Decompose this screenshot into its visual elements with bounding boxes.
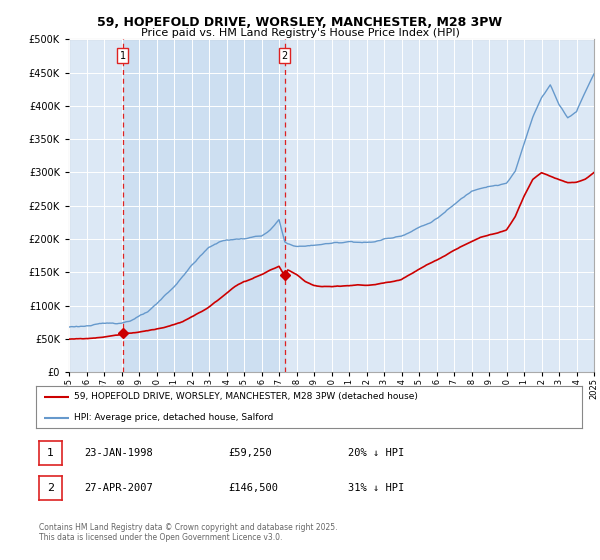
Text: 27-APR-2007: 27-APR-2007 (84, 483, 153, 493)
Text: 1: 1 (119, 51, 126, 61)
Text: Price paid vs. HM Land Registry's House Price Index (HPI): Price paid vs. HM Land Registry's House … (140, 28, 460, 38)
Text: Contains HM Land Registry data © Crown copyright and database right 2025.
This d: Contains HM Land Registry data © Crown c… (39, 523, 337, 543)
Text: HPI: Average price, detached house, Salford: HPI: Average price, detached house, Salf… (74, 413, 274, 422)
Text: 23-JAN-1998: 23-JAN-1998 (84, 448, 153, 458)
Text: £59,250: £59,250 (228, 448, 272, 458)
Text: £146,500: £146,500 (228, 483, 278, 493)
Bar (123, 39, 284, 372)
Text: 20% ↓ HPI: 20% ↓ HPI (348, 448, 404, 458)
Text: 2: 2 (281, 51, 288, 61)
Text: 2: 2 (47, 483, 54, 493)
Text: 31% ↓ HPI: 31% ↓ HPI (348, 483, 404, 493)
Text: 59, HOPEFOLD DRIVE, WORSLEY, MANCHESTER, M28 3PW (detached house): 59, HOPEFOLD DRIVE, WORSLEY, MANCHESTER,… (74, 393, 418, 402)
Text: 1: 1 (47, 448, 54, 458)
Text: 59, HOPEFOLD DRIVE, WORSLEY, MANCHESTER, M28 3PW: 59, HOPEFOLD DRIVE, WORSLEY, MANCHESTER,… (97, 16, 503, 29)
